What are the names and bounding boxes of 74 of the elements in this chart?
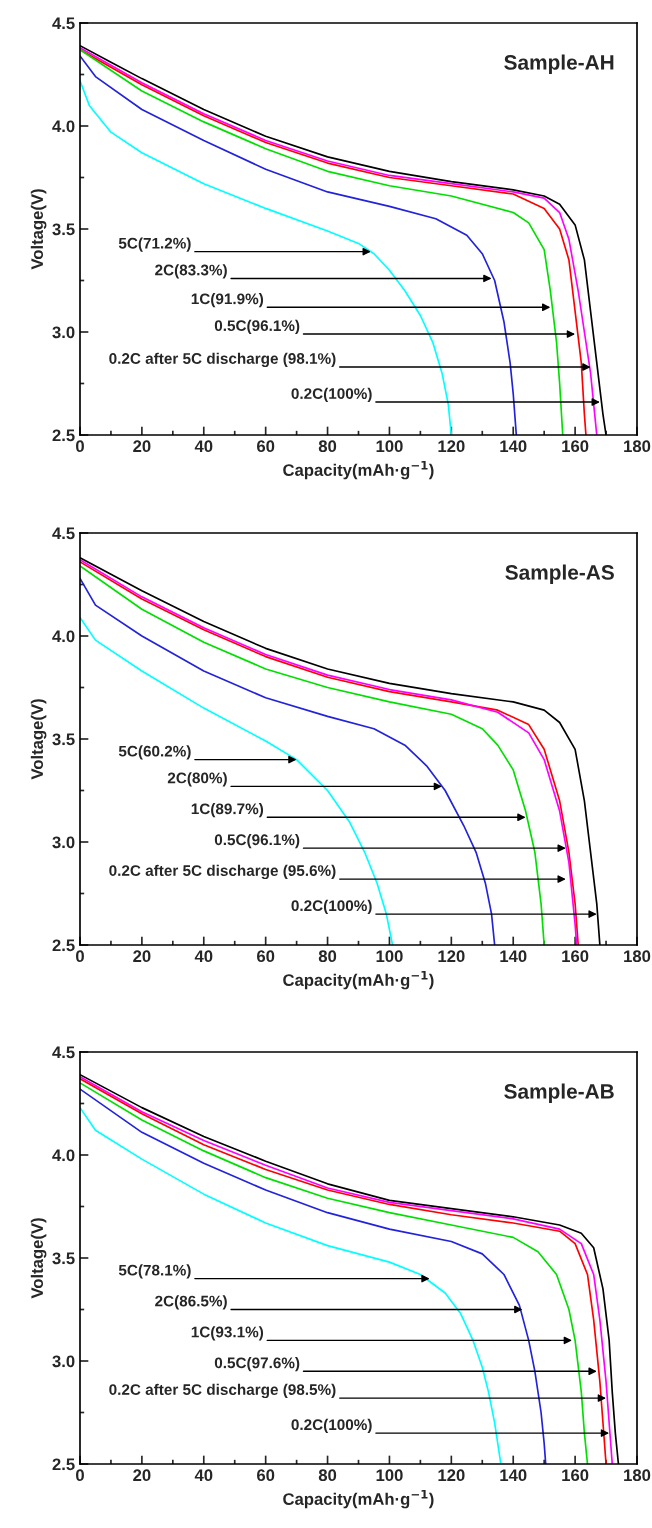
y-tick-label: 4.5: [52, 1046, 75, 1059]
annotation: 0.5C(96.1%): [214, 319, 300, 335]
line-series: [80, 79, 453, 435]
x-tick-label: 80: [318, 950, 337, 963]
x-tick-label: 20: [133, 1469, 151, 1482]
annotation: 2C(80%): [167, 772, 227, 787]
x-axis-title: Capacity(mAh·g$^{−1}$): [283, 460, 434, 480]
y-tick-label: 3.0: [52, 836, 75, 849]
x-tick-label: 40: [194, 440, 213, 453]
annotation: 5C(71.2%): [118, 237, 191, 252]
annotation: 1C(89.7%): [191, 803, 264, 818]
annotation: 1C(91.9%): [191, 293, 264, 308]
x-tick-label: 100: [376, 950, 403, 963]
x-tick-label: 60: [257, 950, 275, 963]
x-tick-label: 20: [133, 950, 151, 963]
x-tick-label: 140: [500, 440, 527, 453]
x-tick-label: 60: [257, 440, 275, 453]
x-tick-label: 0: [76, 950, 84, 963]
y-axis-title: Voltage(V): [30, 189, 47, 270]
text: Sample-AH: [504, 54, 614, 74]
y-axis-title: Voltage(V): [30, 1218, 47, 1299]
y-tick-label: 3.0: [52, 326, 75, 339]
x-tick-label: 40: [194, 1469, 213, 1482]
x-tick-label: 80: [318, 440, 337, 453]
x-tick-label: 80: [318, 1469, 337, 1482]
y-tick-label: 4.0: [52, 1149, 75, 1162]
line-series: [80, 616, 394, 945]
y-tick-label: 4.0: [52, 120, 75, 133]
annotation: 0.5C(97.6%): [214, 1357, 300, 1372]
y-tick-label: 4.5: [52, 17, 75, 30]
x-tick-label: 120: [438, 1469, 465, 1482]
annotation: 5C(78.1%): [118, 1264, 191, 1279]
x-tick-label: 60: [257, 1469, 275, 1482]
x-tick-label: 120: [438, 440, 465, 453]
x-tick-label: 180: [624, 440, 651, 453]
x-axis-title: Capacity(mAh·g$^{−1}$): [283, 970, 434, 990]
x-tick-label: 120: [438, 950, 465, 963]
y-tick-label: 2.5: [52, 429, 75, 442]
x-tick-label: 140: [500, 950, 527, 963]
annotation: 0.2C after 5C discharge (98.5%): [109, 1383, 336, 1399]
y-tick-label: 3.5: [52, 1252, 75, 1265]
x-tick-label: 180: [624, 950, 651, 963]
y-tick-label: 2.5: [52, 1458, 75, 1471]
x-tick-label: 160: [562, 950, 589, 963]
x-tick-label: 20: [133, 440, 151, 453]
y-tick-label: 4.0: [52, 630, 75, 643]
x-tick-label: 100: [376, 440, 403, 453]
x-tick-label: 160: [562, 440, 589, 453]
text: Sample-AS: [505, 564, 614, 584]
y-tick-label: 3.0: [52, 1355, 75, 1368]
annotation: 0.2C after 5C discharge (95.6%): [109, 864, 336, 880]
y-axis-title: Voltage(V): [30, 699, 47, 780]
text: Sample-AB: [504, 1083, 614, 1103]
x-axis-title: Capacity(mAh·g$^{−1}$): [283, 1489, 434, 1509]
x-tick-label: 100: [376, 1469, 403, 1482]
y-tick-label: 4.5: [52, 527, 75, 540]
x-tick-label: 0: [76, 1469, 84, 1482]
annotation: 1C(93.1%): [191, 1326, 264, 1341]
x-tick-label: 180: [624, 1469, 651, 1482]
annotation: 0.2C after 5C discharge (98.1%): [109, 352, 336, 368]
x-tick-label: 0: [76, 440, 84, 453]
y-tick-label: 2.5: [52, 939, 75, 952]
y-tick-label: 3.5: [52, 733, 75, 746]
annotation: 2C(83.3%): [155, 264, 227, 279]
x-tick-label: 140: [500, 1469, 527, 1482]
x-tick-label: 160: [562, 1469, 589, 1482]
x-tick-label: 40: [194, 950, 213, 963]
annotation: 0.2C(100%): [291, 1418, 372, 1434]
annotation: 5C(60.2%): [118, 745, 191, 760]
annotation: 0.5C(96.1%): [214, 833, 300, 849]
annotation: 0.2C(100%): [291, 387, 372, 403]
annotation: 0.2C(100%): [291, 899, 372, 915]
annotation: 2C(86.5%): [155, 1295, 227, 1310]
y-tick-label: 3.5: [52, 223, 75, 236]
